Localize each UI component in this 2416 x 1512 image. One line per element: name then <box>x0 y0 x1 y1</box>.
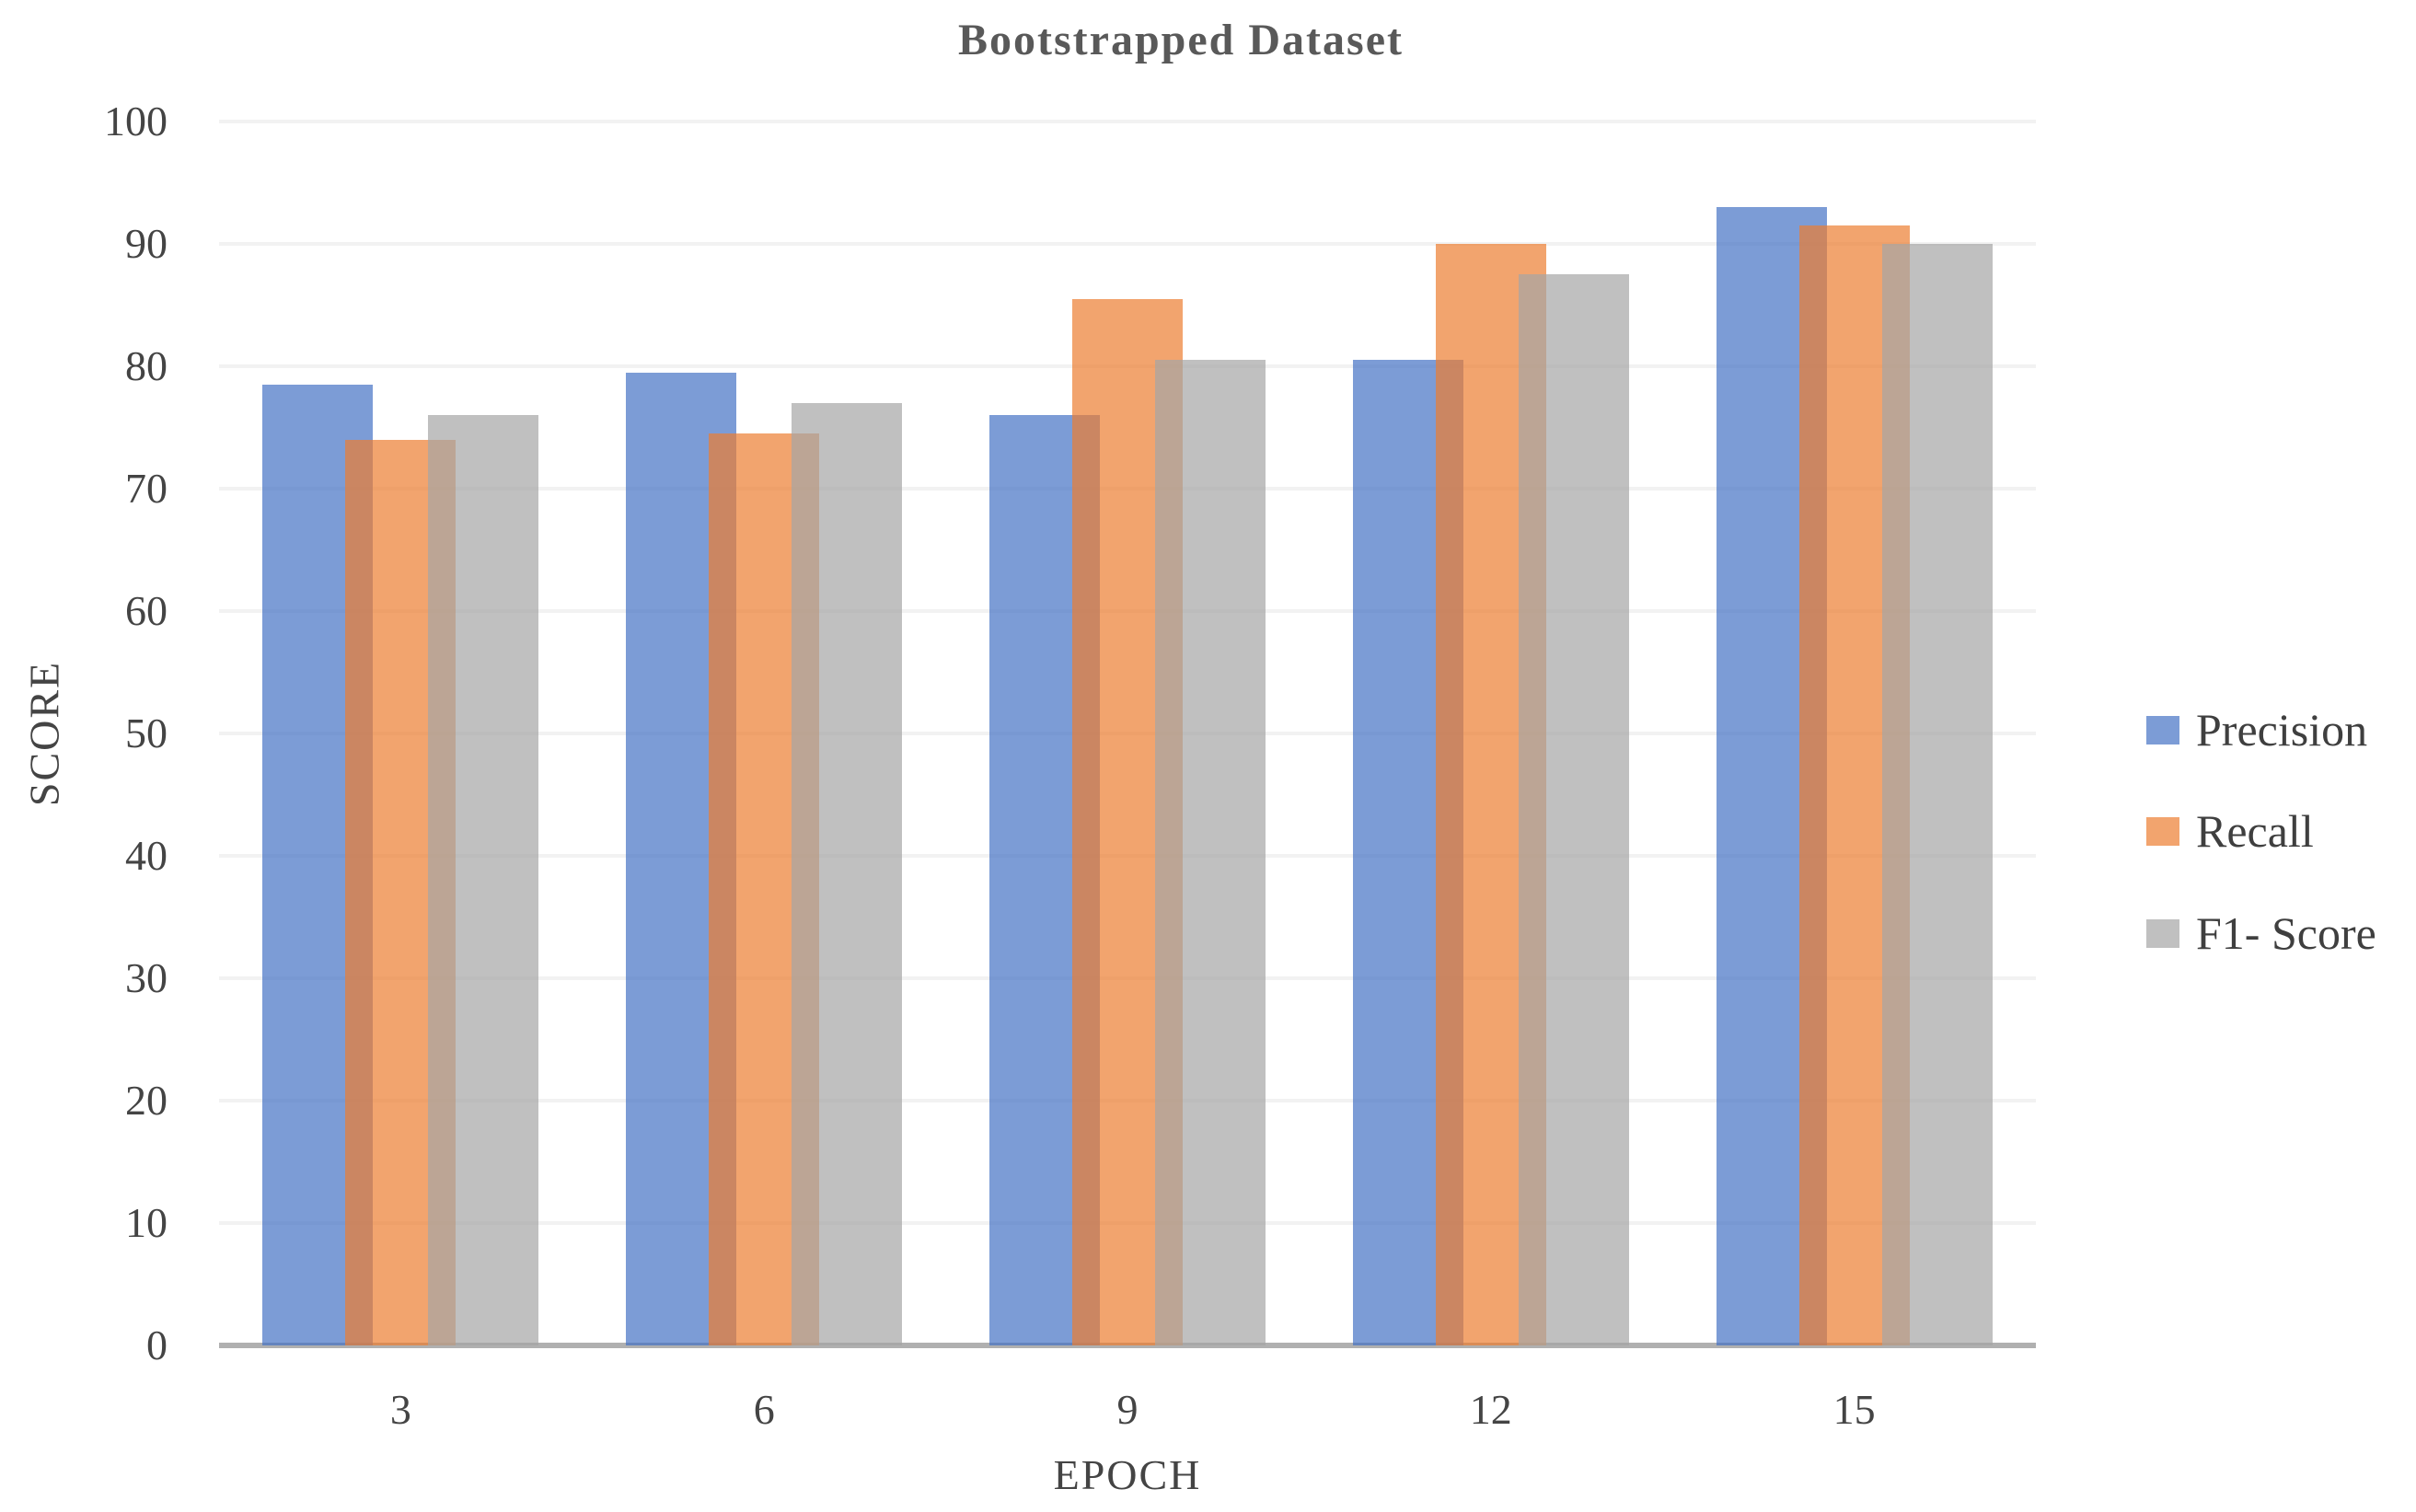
y-tick-label-30: 30 <box>125 954 168 1001</box>
y-axis-title: SCORE <box>20 660 68 807</box>
x-tick-label-12: 12 <box>1469 1386 1512 1433</box>
y-tick-label-40: 40 <box>125 832 168 879</box>
legend-swatch-recall <box>2146 816 2179 846</box>
y-tick-label-80: 80 <box>125 342 168 389</box>
y-tick-label-10: 10 <box>125 1199 168 1246</box>
y-tick-label-70: 70 <box>125 465 168 512</box>
bar-f1-score-epoch-12 <box>1518 274 1629 1345</box>
gridline-100 <box>219 120 2036 123</box>
y-tick-label-100: 100 <box>104 98 168 144</box>
x-tick-label-9: 9 <box>1116 1386 1139 1433</box>
bar-f1-score-epoch-9 <box>1155 360 1266 1345</box>
bar-f1-score-epoch-6 <box>792 402 903 1345</box>
y-tick-label-50: 50 <box>125 710 168 756</box>
legend-label-precision: Precision <box>2196 704 2368 756</box>
y-tick-label-90: 90 <box>125 220 168 267</box>
bar-f1-score-epoch-3 <box>428 415 539 1345</box>
legend-swatch-f1-score <box>2146 918 2179 948</box>
chart-title: Bootstrapped Dataset <box>958 16 1404 64</box>
legend-swatch-precision <box>2146 715 2179 744</box>
legend-item-f1-score: F1- Score <box>2146 907 2376 959</box>
y-tick-label-0: 0 <box>146 1322 168 1368</box>
y-tick-label-20: 20 <box>125 1077 168 1124</box>
x-tick-label-3: 3 <box>389 1386 411 1433</box>
x-axis-line <box>219 1343 2036 1348</box>
legend-item-recall: Recall <box>2146 805 2314 857</box>
legend-label-f1-score: F1- Score <box>2196 907 2376 959</box>
y-tick-label-60: 60 <box>125 587 168 634</box>
legend-item-precision: Precision <box>2146 704 2367 756</box>
legend-label-recall: Recall <box>2196 805 2314 857</box>
gridline-90 <box>219 242 2036 246</box>
x-tick-label-6: 6 <box>753 1386 775 1433</box>
x-tick-label-15: 15 <box>1832 1386 1876 1433</box>
x-axis-title: EPOCH <box>1053 1451 1202 1498</box>
bar-f1-score-epoch-15 <box>1881 244 1993 1345</box>
